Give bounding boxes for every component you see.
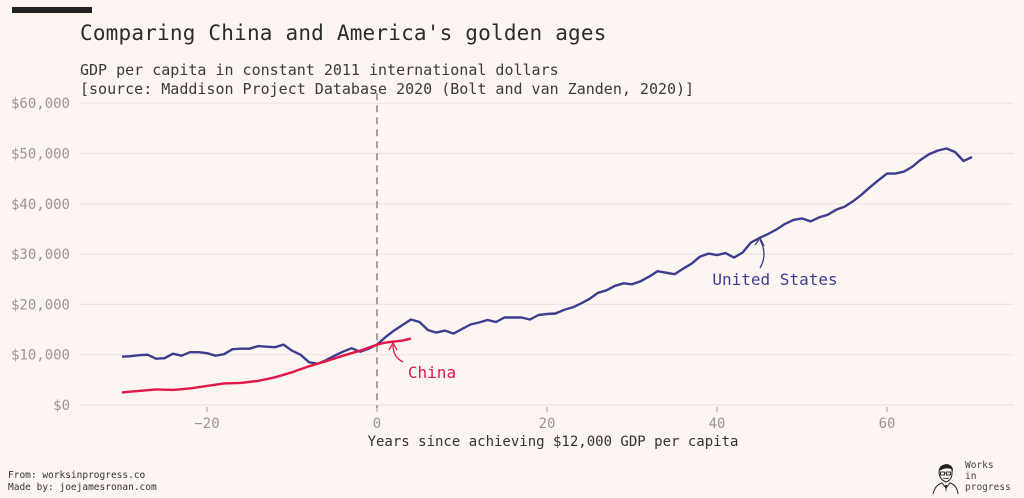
arrowhead-icon xyxy=(754,236,765,247)
gridlines xyxy=(80,102,1014,406)
x-tick-label: −20 xyxy=(194,416,219,432)
header-accent-bar xyxy=(12,7,92,13)
y-tick-label: $60,000 xyxy=(11,96,70,112)
footer-credits: From: worksinprogress.co Made by: joejam… xyxy=(8,470,157,494)
y-tick-label: $0 xyxy=(53,398,70,414)
logo-wordmark: Works in progress xyxy=(965,460,1011,493)
annotations: United States China xyxy=(388,236,838,382)
y-tick-label: $50,000 xyxy=(11,147,70,163)
y-tick-label: $40,000 xyxy=(11,197,70,213)
label-united-states: United States xyxy=(712,270,837,289)
x-axis-label: Years since achieving $12,000 GDP per ca… xyxy=(368,434,739,450)
works-in-progress-logo: Works in progress xyxy=(930,460,1020,496)
footer-author: Made by: joejamesronan.com xyxy=(8,482,157,493)
arrowhead-icon xyxy=(388,341,398,351)
y-tick-label: $10,000 xyxy=(11,348,70,364)
logo-line-3: progress xyxy=(965,482,1011,493)
y-tick-label: $20,000 xyxy=(11,297,70,313)
united-states-pointer-arrow xyxy=(759,239,765,269)
chart-title: Comparing China and America's golden age… xyxy=(80,21,607,45)
subtitle-line-1: GDP per capita in constant 2011 internat… xyxy=(80,61,559,79)
y-tick-label: $30,000 xyxy=(11,247,70,263)
series-line-china xyxy=(121,337,412,394)
footer-source: From: worksinprogress.co xyxy=(8,470,146,481)
subtitle-line-2: [source: Maddison Project Database 2020 … xyxy=(80,80,695,98)
series-line-united-states xyxy=(121,147,973,365)
china-pointer-arrow xyxy=(392,344,404,363)
x-tick-label: 40 xyxy=(709,416,726,432)
series-lines xyxy=(121,147,973,394)
portrait-icon xyxy=(932,464,959,495)
x-tick-label: 60 xyxy=(879,416,896,432)
label-china: China xyxy=(408,363,456,382)
chart-subtitle: GDP per capita in constant 2011 internat… xyxy=(80,61,694,99)
x-tick-label: 20 xyxy=(539,416,556,432)
y-axis: $0 $10,000 $20,000 $30,000 $40,000 $50,000 $60… xyxy=(11,96,70,414)
logo-line-1: Works xyxy=(965,460,994,471)
logo-line-2: in xyxy=(965,471,977,482)
x-axis: −20 0 20 40 60 xyxy=(194,407,895,432)
x-tick-label: 0 xyxy=(373,416,381,432)
